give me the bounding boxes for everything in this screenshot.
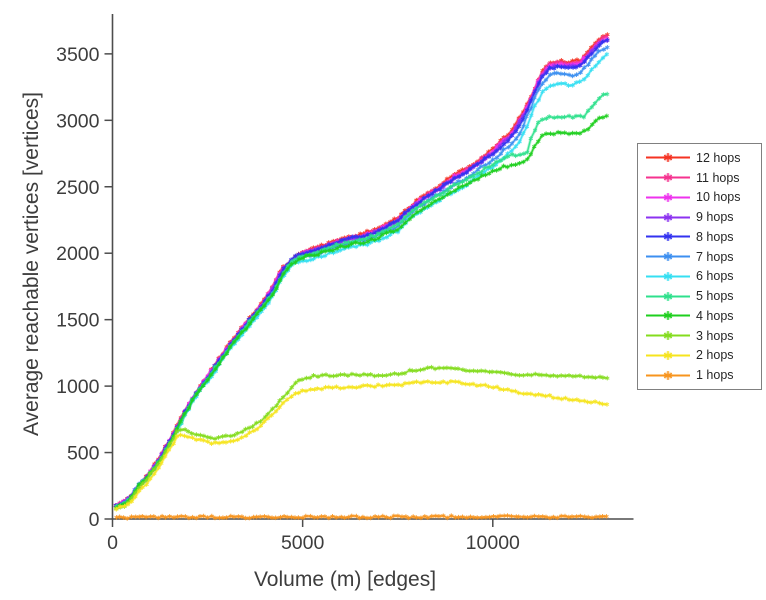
legend-line-marker-icon xyxy=(646,153,690,163)
series-5-hops-line xyxy=(116,93,608,508)
legend-entry-4-hops: 4 hops xyxy=(645,306,761,325)
legend-line-marker-icon xyxy=(646,271,690,281)
legend: 12 hops 11 hops 10 hops 9 hops 8 hops 7 hops 6… xyxy=(637,143,762,390)
legend-line-marker-icon xyxy=(646,192,690,202)
legend-label: 9 hops xyxy=(696,210,734,225)
series-6-hops-markers xyxy=(114,51,610,509)
legend-label: 1 hops xyxy=(696,368,734,383)
legend-entry-9-hops: 9 hops xyxy=(645,208,761,227)
legend-label: 7 hops xyxy=(696,249,734,264)
legend-label: 10 hops xyxy=(696,190,741,205)
legend-line-marker-icon xyxy=(646,212,690,222)
legend-label: 2 hops xyxy=(696,348,734,363)
y-tick-label: 3500 xyxy=(56,44,100,66)
legend-entry-6-hops: 6 hops xyxy=(645,267,761,286)
y-tick-label: 3000 xyxy=(56,110,100,132)
legend-entry-2-hops: 2 hops xyxy=(645,346,761,365)
y-axis-title: Average reachable vertices [vertices] xyxy=(20,92,43,436)
legend-entry-12-hops: 12 hops xyxy=(645,148,761,167)
legend-entry-10-hops: 10 hops xyxy=(645,188,761,207)
legend-entry-5-hops: 5 hops xyxy=(645,287,761,306)
y-tick-label: 0 xyxy=(89,509,100,531)
series-5-hops-markers xyxy=(114,91,610,509)
y-tick-label: 1500 xyxy=(56,310,100,332)
series-1-hops-markers xyxy=(114,513,609,521)
x-tick-label: 10000 xyxy=(466,532,520,554)
series-5-hops-band xyxy=(116,92,608,508)
legend-line-marker-icon xyxy=(646,252,690,262)
legend-line-marker-icon xyxy=(646,291,690,301)
legend-label: 3 hops xyxy=(696,328,734,343)
legend-line-marker-icon xyxy=(646,350,690,360)
legend-entry-8-hops: 8 hops xyxy=(645,227,761,246)
legend-label: 4 hops xyxy=(696,308,734,323)
legend-line-marker-icon xyxy=(646,311,690,321)
legend-label: 11 hops xyxy=(696,170,740,185)
series-4-hops-markers xyxy=(114,113,610,510)
series-4-hops-band xyxy=(115,114,608,509)
series-4-hops-line xyxy=(115,115,608,509)
legend-line-marker-icon xyxy=(646,173,690,183)
legend-line-marker-icon xyxy=(646,331,690,341)
series-7-hops-markers xyxy=(114,45,610,511)
legend-line-marker-icon xyxy=(646,370,690,380)
legend-entry-11-hops: 11 hops xyxy=(645,168,761,187)
legend-label: 8 hops xyxy=(696,229,734,244)
legend-entry-1-hops: 1 hops xyxy=(645,366,761,385)
legend-label: 6 hops xyxy=(696,269,734,284)
series-2-hops-markers xyxy=(114,379,610,512)
legend-line-marker-icon xyxy=(646,232,690,242)
y-tick-label: 2000 xyxy=(56,243,100,265)
legend-entry-7-hops: 7 hops xyxy=(645,247,761,266)
y-tick-label: 500 xyxy=(67,443,100,465)
legend-label: 5 hops xyxy=(696,289,734,304)
axes xyxy=(111,14,634,520)
y-tick-label: 2500 xyxy=(56,177,100,199)
legend-entry-3-hops: 3 hops xyxy=(645,326,761,345)
y-tick-label: 1000 xyxy=(56,376,100,398)
legend-label: 12 hops xyxy=(696,150,741,165)
x-tick-label: 5000 xyxy=(281,532,325,554)
x-axis-title: Volume (m) [edges] xyxy=(253,568,437,591)
x-tick-label: 0 xyxy=(107,532,118,554)
